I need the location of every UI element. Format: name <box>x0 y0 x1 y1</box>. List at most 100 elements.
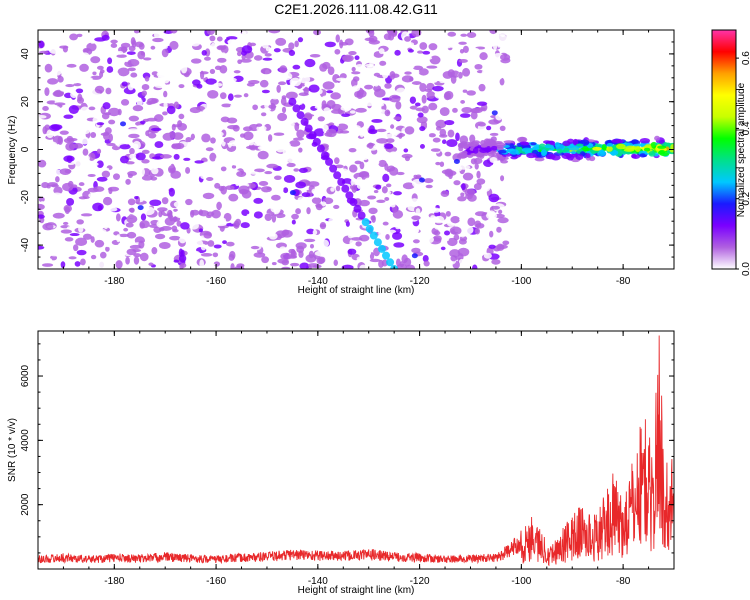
spectrogram-cell <box>163 44 168 49</box>
y-tick-label: 4000 <box>20 429 31 452</box>
spectrogram-cell <box>116 54 127 58</box>
spectrogram-cell <box>202 192 215 200</box>
spectrogram-cell <box>336 123 349 131</box>
spectrogram-cell <box>120 121 127 127</box>
spectrogram-cell <box>428 43 438 51</box>
spectrogram-cell <box>94 162 99 166</box>
spectrogram-cell <box>426 122 432 128</box>
spectrogram-cell <box>134 88 140 92</box>
spectrogram-cell <box>150 45 156 50</box>
spectrogram-cell <box>311 188 322 195</box>
spectrogram-cell <box>66 155 73 164</box>
spectrogram-cell <box>458 41 467 45</box>
spectrogram-cell <box>347 248 357 255</box>
spectrogram-cell <box>247 229 255 238</box>
spectrogram-cell <box>228 253 235 261</box>
spectrogram-cell <box>88 106 96 111</box>
spectrogram-cell <box>369 231 378 240</box>
spectrogram-cell <box>108 207 118 212</box>
spectrogram-cell <box>458 164 471 170</box>
spectrogram-cell <box>395 101 402 110</box>
spectrogram-cell <box>151 71 159 76</box>
spectrogram-cell <box>220 52 226 56</box>
spectrogram-cell <box>536 151 542 158</box>
spectrogram-cell <box>359 264 368 269</box>
spectrogram-cell <box>136 98 143 107</box>
spectrogram-cell <box>190 58 202 64</box>
spectrogram-cell <box>98 259 106 269</box>
spectrogram-cell <box>207 89 219 99</box>
spectrogram-cell <box>76 219 84 225</box>
spectrogram-cell <box>538 143 546 151</box>
spectrogram-cell <box>439 107 450 117</box>
spectrogram-cell <box>134 41 144 48</box>
spectrogram-cell <box>449 226 462 235</box>
spectrogram-cell <box>336 87 342 93</box>
spectrogram-cell <box>418 131 430 139</box>
spectrogram-cell <box>497 217 509 224</box>
spectrogram-cell <box>298 92 309 97</box>
spectrogram-cell <box>474 220 482 228</box>
spectrogram-cell <box>127 59 140 67</box>
spectrogram-cell <box>457 195 467 202</box>
spectrogram-cell <box>486 125 492 131</box>
spectrogram-cell <box>468 100 474 109</box>
spectrogram-cell <box>290 262 300 267</box>
spectrogram-cell <box>306 207 311 215</box>
spectrogram-cell <box>96 176 108 182</box>
spectrogram-cell <box>468 251 479 257</box>
spectrogram-cell <box>461 106 473 114</box>
spectrogram-cell <box>160 216 166 221</box>
spectrogram-cell <box>220 217 227 224</box>
spectrogram-cell <box>432 137 441 143</box>
spectrogram-cell <box>639 153 646 158</box>
spectrogram-cell <box>456 30 462 36</box>
spectrogram-cell <box>410 59 415 69</box>
spectrogram-cell <box>520 141 530 146</box>
spectrogram-cell <box>287 122 297 132</box>
spectrogram-cell <box>292 64 301 70</box>
spectrogram-cell <box>502 240 510 246</box>
spectrogram-cell <box>544 144 554 149</box>
spectrogram-cell <box>397 61 410 70</box>
spectrogram-cell <box>240 102 250 112</box>
spectrogram-cell <box>309 243 315 249</box>
spectrogram-cell <box>227 77 237 82</box>
spectrogram-cell <box>158 227 165 232</box>
spectrogram-cell <box>243 243 254 252</box>
spectrogram-cell <box>234 94 242 98</box>
spectrogram-cell <box>44 153 56 158</box>
spectrogram-cell <box>473 207 480 212</box>
spectrogram-cell <box>433 230 441 236</box>
spectrogram-cell <box>210 42 216 50</box>
spectrogram-cell <box>421 105 429 114</box>
spectrogram-cell <box>59 85 67 92</box>
spectrogram-cell <box>351 71 361 75</box>
spectrogram-cell <box>84 198 92 207</box>
spectrogram-cell <box>376 128 387 133</box>
spectrogram-cell <box>143 206 155 216</box>
spectrogram-cell <box>230 103 240 111</box>
spectrogram-cell <box>456 154 468 159</box>
spectrogram-cell <box>283 174 296 183</box>
spectrogram-cell <box>499 77 505 86</box>
spectrogram-cell <box>282 148 288 157</box>
spectrogram-cell <box>151 167 159 175</box>
spectrogram-cell <box>72 201 79 210</box>
spectrogram-cell <box>499 125 506 132</box>
spectrogram-cell <box>481 69 488 78</box>
spectrogram-cell <box>478 83 486 92</box>
spectrogram-cell <box>128 45 136 52</box>
spectrogram-cell <box>258 180 269 187</box>
spectrogram-cell <box>273 175 282 181</box>
spectrogram-cell <box>304 48 314 54</box>
spectrogram-cell <box>417 112 424 118</box>
spectrogram-cell <box>378 159 387 168</box>
spectrogram-cell <box>108 107 121 117</box>
spectrogram-cell <box>436 263 441 269</box>
spectrogram-cell <box>447 31 457 37</box>
spectrogram-cell <box>103 223 109 230</box>
spectrogram-cell <box>393 116 402 121</box>
spectrogram-cell <box>41 263 54 267</box>
spectrogram-cell <box>407 48 414 53</box>
